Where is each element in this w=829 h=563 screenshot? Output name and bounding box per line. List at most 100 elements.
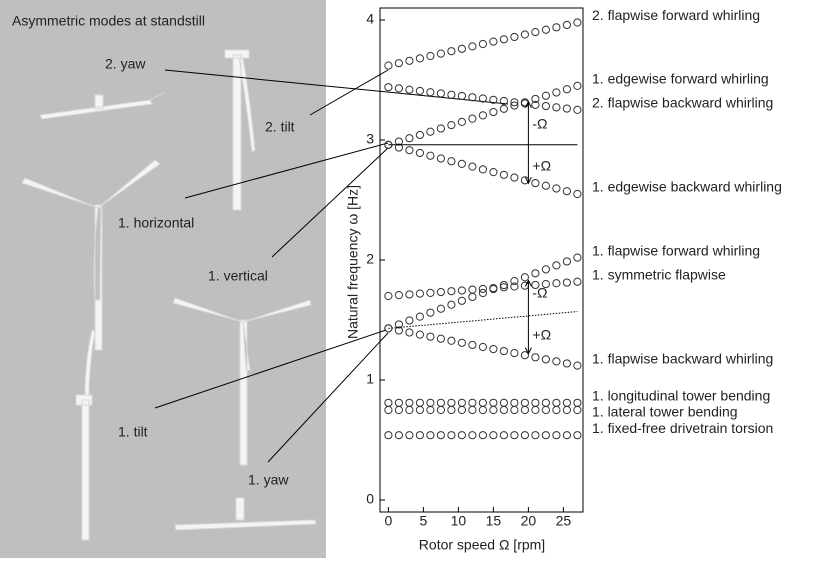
data-point	[385, 399, 392, 406]
data-point	[448, 406, 455, 413]
data-point	[469, 94, 476, 101]
data-point	[574, 106, 581, 113]
data-point	[479, 95, 486, 102]
data-point	[416, 55, 423, 62]
mode-label: 1. yaw	[248, 472, 289, 488]
data-point	[385, 62, 392, 69]
data-point	[458, 160, 465, 167]
data-point	[563, 279, 570, 286]
data-point	[416, 131, 423, 138]
data-point	[574, 254, 581, 261]
x-tick-label: 5	[420, 513, 428, 529]
data-point	[385, 292, 392, 299]
figure: Asymmetric modes at standstill Rotor spe…	[0, 0, 829, 558]
data-point	[406, 317, 413, 324]
data-point	[395, 406, 402, 413]
data-point	[563, 406, 570, 413]
data-point	[479, 343, 486, 350]
data-point	[437, 125, 444, 132]
data-point	[406, 291, 413, 298]
y-tick-label: 0	[366, 491, 374, 507]
data-point	[469, 293, 476, 300]
data-point	[563, 188, 570, 195]
data-point	[427, 333, 434, 340]
data-point	[395, 292, 402, 299]
data-point	[448, 48, 455, 55]
data-point	[574, 399, 581, 406]
data-point	[427, 152, 434, 159]
data-point	[553, 406, 560, 413]
data-point	[458, 339, 465, 346]
series-label: 2. flapwise forward whirling	[592, 7, 760, 23]
data-point	[479, 406, 486, 413]
data-point	[500, 432, 507, 439]
data-point	[553, 89, 560, 96]
data-point	[458, 406, 465, 413]
data-point	[448, 91, 455, 98]
data-point	[469, 341, 476, 348]
data-point	[479, 166, 486, 173]
data-point	[448, 301, 455, 308]
y-tick-label: 2	[366, 251, 374, 267]
data-point	[542, 406, 549, 413]
data-point	[406, 135, 413, 142]
data-point	[427, 89, 434, 96]
data-point	[416, 149, 423, 156]
data-point	[521, 399, 528, 406]
data-point	[437, 90, 444, 97]
data-point	[563, 258, 570, 265]
y-tick-label: 1	[366, 371, 374, 387]
data-point	[490, 108, 497, 115]
data-point	[437, 288, 444, 295]
series-label: 1. longitudinal tower bending	[592, 388, 770, 404]
data-point	[490, 399, 497, 406]
x-tick-label: 15	[486, 513, 502, 529]
series-label: 1. flapwise forward whirling	[592, 242, 760, 258]
series-label: 1. lateral tower bending	[592, 404, 738, 420]
data-point	[490, 38, 497, 45]
data-point	[553, 432, 560, 439]
data-point	[458, 118, 465, 125]
data-point	[469, 399, 476, 406]
data-point	[416, 313, 423, 320]
data-point	[500, 347, 507, 354]
annotation: -Ω	[532, 285, 547, 301]
data-point	[542, 26, 549, 33]
data-point	[500, 105, 507, 112]
data-point	[563, 360, 570, 367]
data-point	[563, 105, 570, 112]
data-point	[553, 358, 560, 365]
data-point	[406, 406, 413, 413]
annotation: -Ω	[532, 116, 547, 132]
data-point	[437, 50, 444, 57]
data-point	[521, 352, 528, 359]
data-point	[458, 92, 465, 99]
mode-label: 1. horizontal	[118, 215, 194, 231]
data-point	[511, 283, 518, 290]
data-point	[563, 432, 570, 439]
data-point	[458, 399, 465, 406]
data-point	[406, 57, 413, 64]
data-point	[511, 399, 518, 406]
data-point	[395, 399, 402, 406]
data-point	[427, 399, 434, 406]
panel-title: Asymmetric modes at standstill	[12, 13, 205, 29]
data-point	[416, 290, 423, 297]
data-point	[553, 280, 560, 287]
data-point	[416, 87, 423, 94]
x-tick-label: 0	[385, 513, 393, 529]
data-point	[553, 104, 560, 111]
x-tick-label: 10	[451, 513, 467, 529]
data-point	[458, 432, 465, 439]
data-point	[458, 287, 465, 294]
data-point	[500, 171, 507, 178]
data-point	[406, 329, 413, 336]
data-point	[532, 399, 539, 406]
data-point	[511, 406, 518, 413]
data-point	[490, 432, 497, 439]
data-point	[469, 163, 476, 170]
data-point	[574, 190, 581, 197]
data-point	[521, 31, 528, 38]
data-point	[437, 432, 444, 439]
data-point	[532, 29, 539, 36]
